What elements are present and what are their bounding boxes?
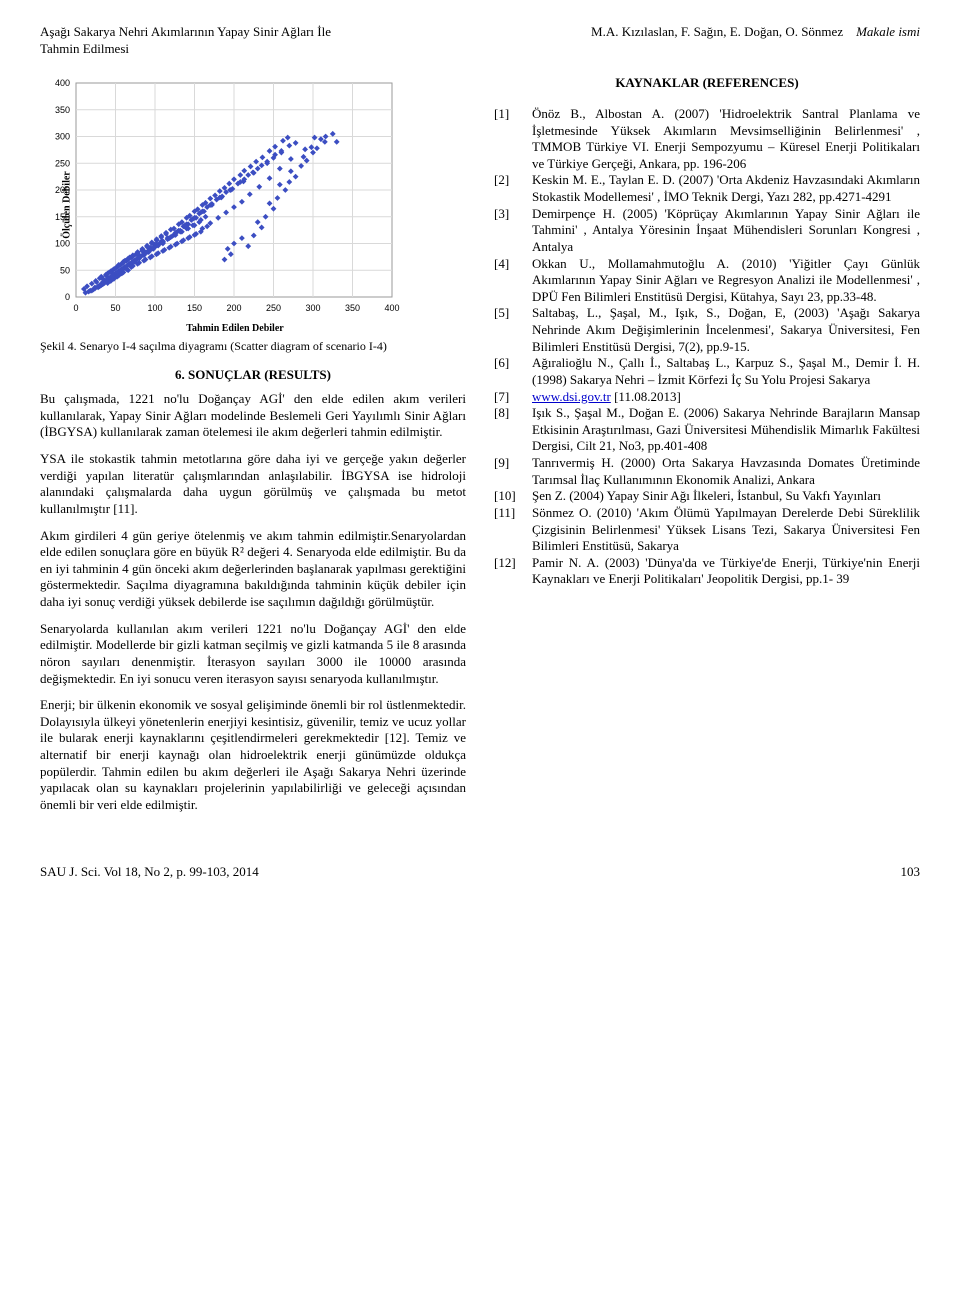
header-title-line2: Tahmin Edilmesi: [40, 41, 331, 58]
svg-text:350: 350: [55, 105, 70, 115]
reference-text: Şen Z. (2004) Yapay Sinir Ağı İlkeleri, …: [532, 488, 920, 505]
section-heading: 6. SONUÇLAR (RESULTS): [40, 367, 466, 384]
svg-text:200: 200: [226, 303, 241, 313]
chart-x-axis-label: Tahmin Edilen Debiler: [40, 323, 400, 336]
svg-text:250: 250: [266, 303, 281, 313]
reference-item: [11]Sönmez O. (2010) 'Akım Ölümü Yapılma…: [494, 505, 920, 555]
reference-number: [2]: [494, 172, 532, 205]
reference-item: [1]Önöz B., Albostan A. (2007) 'Hidroele…: [494, 106, 920, 173]
reference-text: Saltabaş, L., Şaşal, M., Işık, S., Doğan…: [532, 305, 920, 355]
svg-text:400: 400: [55, 78, 70, 88]
body-paragraph: Akım girdileri 4 gün geriye ötelenmiş ve…: [40, 528, 466, 611]
svg-text:0: 0: [73, 303, 78, 313]
reference-item: [2]Keskin M. E., Taylan E. D. (2007) 'Or…: [494, 172, 920, 205]
reference-item: [7]www.dsi.gov.tr [11.08.2013]: [494, 389, 920, 406]
reference-text: Okkan U., Mollamahmutoğlu A. (2010) 'Yiğ…: [532, 256, 920, 306]
svg-text:0: 0: [65, 292, 70, 302]
footer-page-number: 103: [901, 864, 921, 881]
svg-text:100: 100: [147, 303, 162, 313]
reference-number: [5]: [494, 305, 532, 355]
body-paragraph: Enerji; bir ülkenin ekonomik ve sosyal g…: [40, 697, 466, 813]
svg-text:50: 50: [60, 266, 70, 276]
two-column-layout: Ölçülen Debiler 0 50 100 150 200 250 300 350 400…: [40, 75, 920, 823]
page-footer: SAU J. Sci. Vol 18, No 2, p. 99-103, 201…: [40, 864, 920, 881]
body-paragraph: YSA ile stokastik tahmin metotlarına gör…: [40, 451, 466, 518]
reference-number: [1]: [494, 106, 532, 173]
reference-item: [5]Saltabaş, L., Şaşal, M., Işık, S., Do…: [494, 305, 920, 355]
reference-item: [12]Pamir N. A. (2003) 'Dünya'da ve Türk…: [494, 555, 920, 588]
reference-number: [12]: [494, 555, 532, 588]
figure-caption: Şekil 4. Senaryo I-4 saçılma diyagramı (…: [40, 339, 466, 354]
body-paragraph: Senaryolarda kullanılan akım verileri 12…: [40, 621, 466, 688]
reference-text: Demirpençe H. (2005) 'Köprüçay Akımların…: [532, 206, 920, 256]
references-list: [1]Önöz B., Albostan A. (2007) 'Hidroele…: [494, 106, 920, 588]
header-authors: M.A. Kızılaslan, F. Sağın, E. Doğan, O. …: [591, 24, 843, 39]
left-column: Ölçülen Debiler 0 50 100 150 200 250 300 350 400…: [40, 75, 466, 823]
reference-number: [8]: [494, 405, 532, 455]
reference-number: [4]: [494, 256, 532, 306]
reference-link[interactable]: www.dsi.gov.tr: [532, 389, 611, 404]
header-title-line1: Aşağı Sakarya Nehri Akımlarının Yapay Si…: [40, 24, 331, 41]
reference-item: [9]Tanrıvermiş H. (2000) Orta Sakarya Ha…: [494, 455, 920, 488]
svg-text:50: 50: [110, 303, 120, 313]
svg-text:300: 300: [55, 132, 70, 142]
svg-text:250: 250: [55, 159, 70, 169]
right-column: KAYNAKLAR (REFERENCES) [1]Önöz B., Albos…: [494, 75, 920, 823]
header-right: M.A. Kızılaslan, F. Sağın, E. Doğan, O. …: [591, 24, 920, 57]
svg-text:150: 150: [187, 303, 202, 313]
reference-text: Sönmez O. (2010) 'Akım Ölümü Yapılmayan …: [532, 505, 920, 555]
reference-text: Önöz B., Albostan A. (2007) 'Hidroelektr…: [532, 106, 920, 173]
reference-item: [3]Demirpençe H. (2005) 'Köprüçay Akımla…: [494, 206, 920, 256]
header-article-type: Makale ismi: [856, 24, 920, 39]
chart-y-axis-label: Ölçülen Debiler: [61, 172, 74, 240]
scatter-chart: Ölçülen Debiler 0 50 100 150 200 250 300 350 400…: [40, 75, 400, 335]
header-left: Aşağı Sakarya Nehri Akımlarının Yapay Si…: [40, 24, 331, 57]
reference-text: Ağıralioğlu N., Çallı İ., Saltabaş L., K…: [532, 355, 920, 388]
svg-text:350: 350: [345, 303, 360, 313]
footer-journal-info: SAU J. Sci. Vol 18, No 2, p. 99-103, 201…: [40, 864, 259, 881]
reference-number: [3]: [494, 206, 532, 256]
references-heading: KAYNAKLAR (REFERENCES): [494, 75, 920, 92]
reference-text: Işık S., Şaşal M., Doğan E. (2006) Sakar…: [532, 405, 920, 455]
reference-number: [9]: [494, 455, 532, 488]
reference-text: Tanrıvermiş H. (2000) Orta Sakarya Havza…: [532, 455, 920, 488]
svg-text:300: 300: [305, 303, 320, 313]
reference-number: [11]: [494, 505, 532, 555]
reference-text: Pamir N. A. (2003) 'Dünya'da ve Türkiye'…: [532, 555, 920, 588]
reference-number: [10]: [494, 488, 532, 505]
reference-item: [8]Işık S., Şaşal M., Doğan E. (2006) Sa…: [494, 405, 920, 455]
reference-text: Keskin M. E., Taylan E. D. (2007) 'Orta …: [532, 172, 920, 205]
svg-text:400: 400: [384, 303, 399, 313]
body-paragraph: Bu çalışmada, 1221 no'lu Doğançay AGİ' d…: [40, 391, 466, 441]
reference-text: www.dsi.gov.tr [11.08.2013]: [532, 389, 920, 406]
reference-item: [10]Şen Z. (2004) Yapay Sinir Ağı İlkele…: [494, 488, 920, 505]
reference-number: [6]: [494, 355, 532, 388]
reference-number: [7]: [494, 389, 532, 406]
page-header: Aşağı Sakarya Nehri Akımlarının Yapay Si…: [40, 24, 920, 57]
reference-item: [6]Ağıralioğlu N., Çallı İ., Saltabaş L.…: [494, 355, 920, 388]
svg-text:100: 100: [55, 239, 70, 249]
reference-item: [4]Okkan U., Mollamahmutoğlu A. (2010) '…: [494, 256, 920, 306]
